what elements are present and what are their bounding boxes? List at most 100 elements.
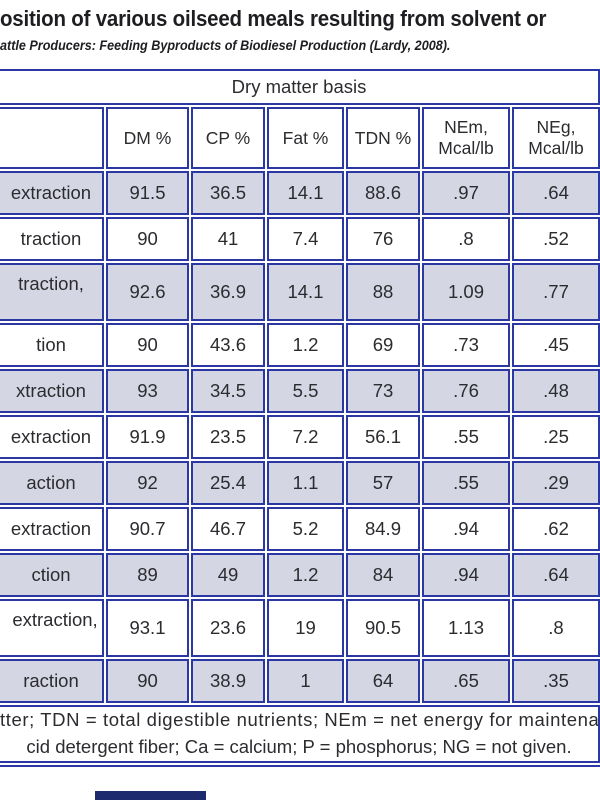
footnote-line-1: tter; TDN = total digestible nutrients; … [0,709,600,730]
source-line-clip: attle Producers: Feeding Byproducts of B… [0,37,600,55]
cell-fat: 14.1 [267,263,344,321]
cell-tdn: 88.6 [346,171,420,215]
cell-neg: .45 [512,323,600,367]
cropped-next-element-bar [95,791,206,800]
cell-nem: .76 [422,369,510,413]
table-row: xtraction 93 34.5 5.5 73 .76 .48 [0,369,600,413]
cell-neg: .62 [512,507,600,551]
cell-dm: 91.9 [106,415,189,459]
cell-cp: 23.6 [191,599,265,657]
cell-dm: 90 [106,323,189,367]
cell-nem: .73 [422,323,510,367]
table-row: extraction 91.5 36.5 14.1 88.6 .97 .64 [0,171,600,215]
cell-neg: .52 [512,217,600,261]
band-label: Dry matter basis [0,69,600,105]
cell-fat: 1.2 [267,323,344,367]
col-header-neg: NEg, Mcal/lb [512,107,600,169]
cell-nem: .97 [422,171,510,215]
footnote-line-2: cid detergent fiber; Ca = calcium; P = p… [26,735,572,757]
col-header-empty [0,107,104,169]
row-label: tion [0,323,104,367]
cell-dm: 90 [106,659,189,703]
cell-neg: .8 [512,599,600,657]
page-title-clip: osition of various oilseed meals resulti… [0,6,600,32]
table-row: traction, 92.6 36.9 14.1 88 1.09 .77 [0,263,600,321]
cell-cp: 36.5 [191,171,265,215]
row-label: traction [0,217,104,261]
table-row: ction 89 49 1.2 84 .94 .64 [0,553,600,597]
cell-cp: 25.4 [191,461,265,505]
cell-dm: 90.7 [106,507,189,551]
table-bottom-rule [0,764,600,767]
cell-fat: 1.2 [267,553,344,597]
cell-dm: 92.6 [106,263,189,321]
cell-neg: .25 [512,415,600,459]
cell-nem: .55 [422,415,510,459]
cell-cp: 38.9 [191,659,265,703]
cell-nem: .94 [422,507,510,551]
cell-cp: 34.5 [191,369,265,413]
cell-cp: 41 [191,217,265,261]
cell-dm: 90 [106,217,189,261]
cell-dm: 93.1 [106,599,189,657]
cell-tdn: 64 [346,659,420,703]
cell-cp: 36.9 [191,263,265,321]
row-label: ction [0,553,104,597]
col-header-nem: NEm, Mcal/lb [422,107,510,169]
cell-cp: 43.6 [191,323,265,367]
cell-fat: 14.1 [267,171,344,215]
cell-dm: 93 [106,369,189,413]
cell-tdn: 57 [346,461,420,505]
cell-fat: 7.4 [267,217,344,261]
table-row: traction 90 41 7.4 76 .8 .52 [0,217,600,261]
cell-neg: .48 [512,369,600,413]
cell-tdn: 76 [346,217,420,261]
col-header-fat: Fat % [267,107,344,169]
table-row: extraction 90.7 46.7 5.2 84.9 .94 .62 [0,507,600,551]
cell-neg: .64 [512,171,600,215]
col-header-dm: DM % [106,107,189,169]
row-label: extraction [0,415,104,459]
table-row: raction 90 38.9 1 64 .65 .35 [0,659,600,703]
footnote-row: tter; TDN = total digestible nutrients; … [0,705,600,763]
row-label: action [0,461,104,505]
row-label: xtraction [0,369,104,413]
cell-tdn: 88 [346,263,420,321]
cell-nem: .8 [422,217,510,261]
cell-nem: .65 [422,659,510,703]
cell-tdn: 56.1 [346,415,420,459]
footnote: tter; TDN = total digestible nutrients; … [0,705,600,763]
cell-dm: 89 [106,553,189,597]
cell-neg: .29 [512,461,600,505]
cell-cp: 49 [191,553,265,597]
cell-tdn: 90.5 [346,599,420,657]
cell-nem: 1.09 [422,263,510,321]
cell-fat: 1 [267,659,344,703]
row-label: extraction, [0,599,104,657]
cell-neg: .64 [512,553,600,597]
cell-nem: 1.13 [422,599,510,657]
cell-nem: .94 [422,553,510,597]
cell-cp: 46.7 [191,507,265,551]
cell-nem: .55 [422,461,510,505]
cell-neg: .35 [512,659,600,703]
cell-fat: 1.1 [267,461,344,505]
cell-tdn: 84.9 [346,507,420,551]
band-row: Dry matter basis [0,69,600,105]
source-line: attle Producers: Feeding Byproducts of B… [0,37,451,53]
col-header-tdn: TDN % [346,107,420,169]
composition-table: Dry matter basis DM % CP % Fat % TDN % N… [0,67,600,765]
cell-dm: 91.5 [106,171,189,215]
cell-tdn: 73 [346,369,420,413]
table-row: extraction 91.9 23.5 7.2 56.1 .55 .25 [0,415,600,459]
col-header-cp: CP % [191,107,265,169]
column-header-row: DM % CP % Fat % TDN % NEm, Mcal/lb NEg, … [0,107,600,169]
row-label: extraction [0,171,104,215]
page-title: osition of various oilseed meals resulti… [0,6,547,31]
cell-tdn: 84 [346,553,420,597]
cell-fat: 7.2 [267,415,344,459]
table-row: action 92 25.4 1.1 57 .55 .29 [0,461,600,505]
table-row: tion 90 43.6 1.2 69 .73 .45 [0,323,600,367]
cell-fat: 19 [267,599,344,657]
